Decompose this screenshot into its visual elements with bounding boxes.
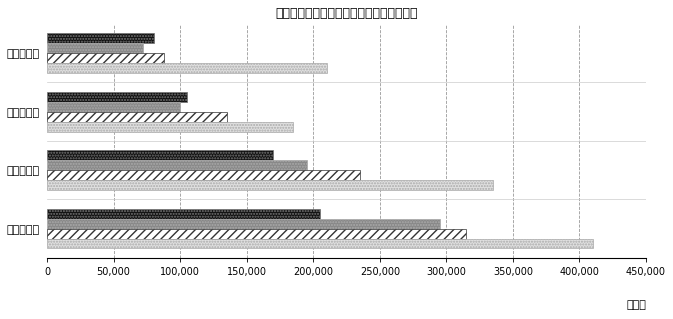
Bar [47, 219, 439, 229]
Bar [47, 53, 164, 63]
Bar [47, 63, 326, 73]
Bar [47, 102, 180, 112]
Title: 図３－３　人口規模別にみた学校外活動費: 図３－３ 人口規模別にみた学校外活動費 [275, 7, 418, 20]
Bar [47, 160, 307, 170]
Bar [47, 150, 273, 160]
Bar [47, 180, 493, 190]
Bar [47, 43, 143, 53]
Bar [47, 112, 227, 122]
Text: （円）: （円） [626, 300, 646, 310]
Bar [47, 209, 320, 219]
Bar [47, 33, 153, 43]
Bar [47, 122, 293, 131]
Bar [47, 239, 593, 249]
Bar [47, 170, 360, 180]
Bar [47, 92, 187, 102]
Bar [47, 229, 466, 239]
